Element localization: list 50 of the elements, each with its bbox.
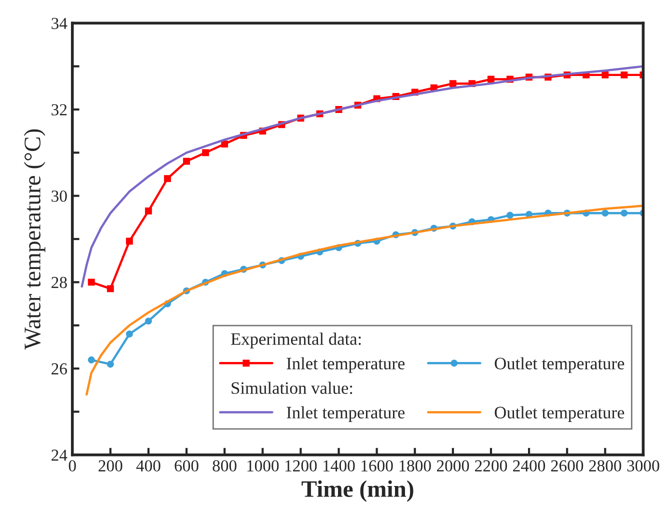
x-tick-label: 800 — [212, 460, 236, 472]
y-tick-label: 26 — [52, 363, 67, 374]
legend-label: Inlet temperature — [286, 357, 405, 373]
point — [602, 71, 609, 78]
point — [202, 149, 210, 156]
x-tick-label: 1400 — [324, 460, 355, 472]
x-tick-label: 2800 — [589, 460, 622, 472]
point — [449, 80, 456, 88]
point — [620, 210, 628, 217]
x-tick-label: 0 — [68, 460, 76, 472]
x-tick-label: 600 — [174, 460, 198, 472]
annotation: Simulation value: — [232, 382, 352, 394]
x-tick-label: 2400 — [513, 460, 546, 472]
point — [88, 356, 95, 364]
y-tick-label: 34 — [52, 18, 68, 30]
point — [488, 76, 494, 83]
point — [506, 212, 514, 219]
point — [126, 330, 133, 338]
point — [602, 210, 609, 217]
y-axis-title: Water temperature (°C) — [24, 129, 46, 350]
point — [221, 140, 228, 148]
x-tick-label: 2200 — [475, 460, 508, 472]
point — [145, 318, 152, 325]
x-tick-label: 3000 — [627, 460, 660, 472]
y-tick-label: 28 — [52, 276, 67, 288]
point — [88, 278, 95, 286]
point — [106, 285, 114, 292]
x-tick-label: 2600 — [551, 460, 584, 472]
x-tick-label: 1200 — [285, 460, 317, 472]
x-tick-label: 1600 — [362, 460, 393, 472]
y-tick-label: 32 — [52, 104, 67, 116]
x-tick-label: 2000 — [436, 460, 469, 472]
point — [145, 207, 152, 214]
y-tick-label: 24 — [52, 450, 68, 461]
line-series — [86, 204, 644, 396]
legend-label: Inlet temperature — [286, 406, 405, 422]
x-tick-label: 1000 — [247, 460, 279, 472]
y-tick-label: 30 — [52, 190, 67, 202]
point — [164, 175, 171, 182]
x-tick-label: 1800 — [400, 460, 431, 472]
point — [620, 71, 628, 78]
point — [126, 238, 133, 245]
x-tick-label: 200 — [98, 460, 122, 472]
annotation: Experimental data: — [231, 332, 361, 348]
legend-label: Outlet temperature — [494, 406, 624, 422]
point — [106, 360, 114, 368]
legend-label: Outlet temperature — [494, 357, 624, 373]
point — [183, 158, 190, 165]
x-tick-label: 400 — [136, 460, 160, 472]
x-axis-title: Time (min) — [302, 480, 414, 502]
